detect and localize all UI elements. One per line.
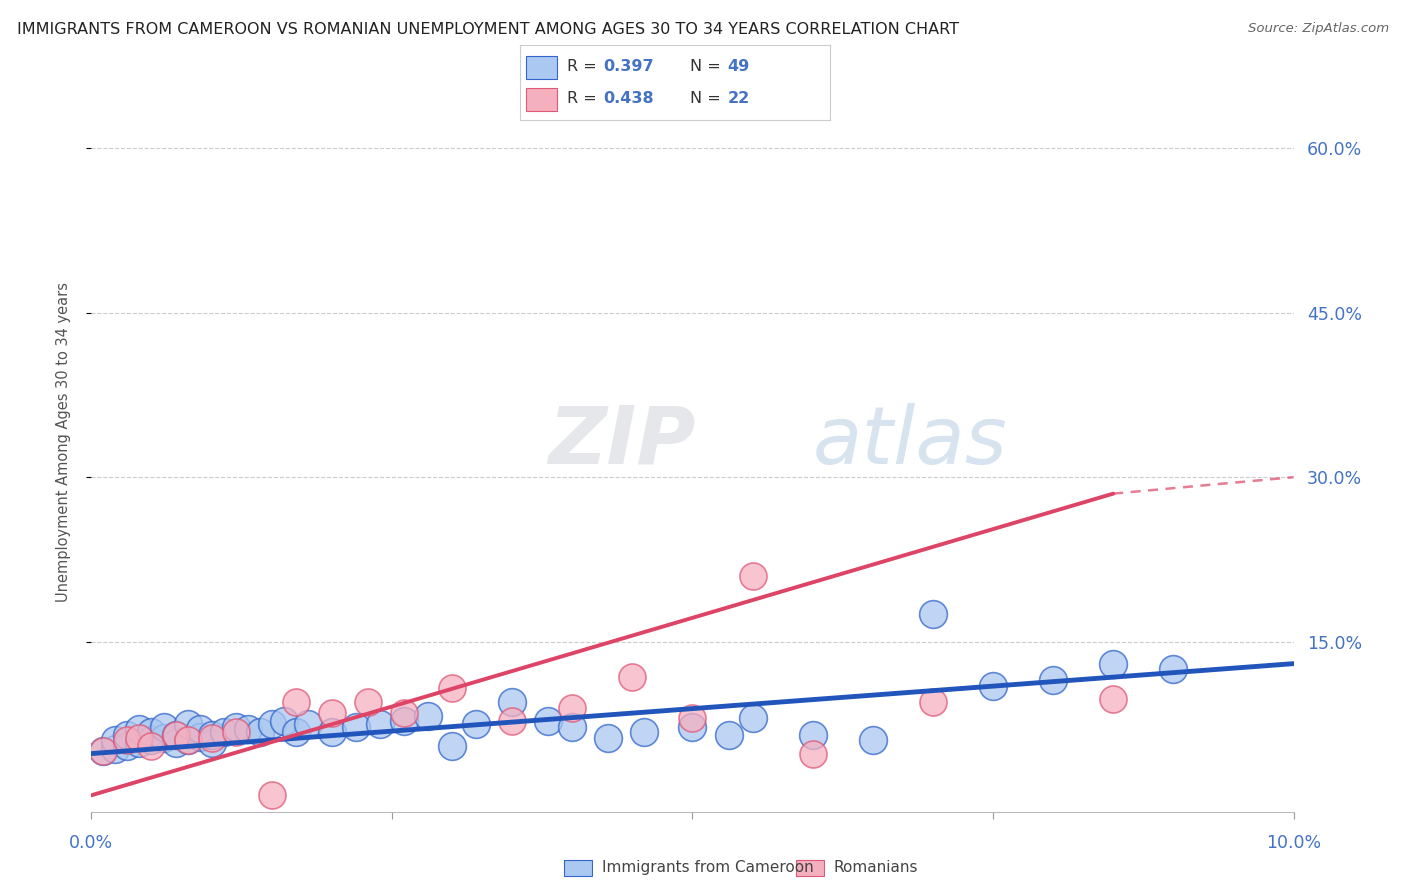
- Point: [188, 730, 211, 744]
- Point: [1161, 662, 1184, 676]
- Point: [537, 714, 560, 728]
- Point: [128, 731, 150, 746]
- Point: [501, 695, 523, 709]
- Point: [321, 706, 343, 720]
- Point: [862, 733, 884, 747]
- Point: [201, 731, 224, 746]
- Text: ZIP: ZIP: [548, 402, 696, 481]
- Text: 22: 22: [727, 91, 749, 106]
- Point: [368, 717, 391, 731]
- Point: [741, 569, 763, 583]
- Text: 0.397: 0.397: [603, 59, 654, 74]
- Point: [801, 747, 824, 761]
- FancyBboxPatch shape: [526, 56, 557, 78]
- FancyBboxPatch shape: [526, 88, 557, 111]
- Point: [741, 711, 763, 725]
- Point: [201, 736, 224, 750]
- Point: [117, 739, 139, 753]
- Point: [1042, 673, 1064, 687]
- Point: [201, 728, 224, 742]
- Point: [416, 709, 439, 723]
- Point: [128, 736, 150, 750]
- Point: [465, 717, 488, 731]
- Point: [801, 728, 824, 742]
- Point: [104, 742, 127, 756]
- Bar: [564, 860, 592, 876]
- Point: [152, 720, 174, 734]
- Point: [93, 744, 115, 758]
- Point: [141, 724, 163, 739]
- Text: 0.438: 0.438: [603, 91, 654, 106]
- Text: Romanians: Romanians: [834, 861, 918, 875]
- Point: [681, 711, 703, 725]
- Point: [165, 728, 187, 742]
- Point: [104, 733, 127, 747]
- Point: [392, 714, 415, 728]
- Point: [561, 720, 583, 734]
- Text: atlas: atlas: [813, 402, 1008, 481]
- Point: [321, 724, 343, 739]
- Point: [117, 733, 139, 747]
- Point: [117, 728, 139, 742]
- Point: [260, 717, 283, 731]
- Text: R =: R =: [567, 59, 602, 74]
- Point: [152, 731, 174, 746]
- Point: [176, 733, 198, 747]
- Point: [212, 724, 235, 739]
- Point: [1102, 691, 1125, 706]
- Point: [561, 700, 583, 714]
- Text: 10.0%: 10.0%: [1265, 834, 1322, 852]
- Point: [284, 695, 307, 709]
- Text: 49: 49: [727, 59, 749, 74]
- Point: [284, 724, 307, 739]
- Text: 0.0%: 0.0%: [69, 834, 114, 852]
- Point: [165, 728, 187, 742]
- Point: [922, 607, 945, 622]
- Point: [128, 723, 150, 737]
- Text: Immigrants from Cameroon: Immigrants from Cameroon: [602, 861, 814, 875]
- Point: [981, 679, 1004, 693]
- Point: [922, 695, 945, 709]
- Point: [225, 724, 247, 739]
- Text: IMMIGRANTS FROM CAMEROON VS ROMANIAN UNEMPLOYMENT AMONG AGES 30 TO 34 YEARS CORR: IMMIGRANTS FROM CAMEROON VS ROMANIAN UNE…: [17, 22, 959, 37]
- Y-axis label: Unemployment Among Ages 30 to 34 years: Unemployment Among Ages 30 to 34 years: [56, 282, 70, 601]
- Point: [392, 706, 415, 720]
- Point: [681, 720, 703, 734]
- Point: [165, 736, 187, 750]
- Point: [344, 720, 367, 734]
- Bar: [796, 860, 824, 876]
- Point: [141, 733, 163, 747]
- Point: [225, 720, 247, 734]
- Point: [297, 717, 319, 731]
- Text: R =: R =: [567, 91, 602, 106]
- Point: [440, 681, 463, 695]
- Point: [141, 739, 163, 753]
- Point: [598, 731, 620, 746]
- Point: [93, 744, 115, 758]
- Text: Source: ZipAtlas.com: Source: ZipAtlas.com: [1249, 22, 1389, 36]
- Point: [188, 723, 211, 737]
- Point: [236, 723, 259, 737]
- Point: [260, 789, 283, 803]
- Point: [176, 717, 198, 731]
- Point: [621, 670, 644, 684]
- Point: [717, 728, 740, 742]
- Point: [1102, 657, 1125, 671]
- Point: [176, 733, 198, 747]
- Point: [249, 724, 271, 739]
- Text: N =: N =: [690, 91, 727, 106]
- Point: [273, 714, 295, 728]
- Text: N =: N =: [690, 59, 727, 74]
- Point: [633, 724, 655, 739]
- Point: [357, 695, 380, 709]
- Point: [501, 714, 523, 728]
- Point: [440, 739, 463, 753]
